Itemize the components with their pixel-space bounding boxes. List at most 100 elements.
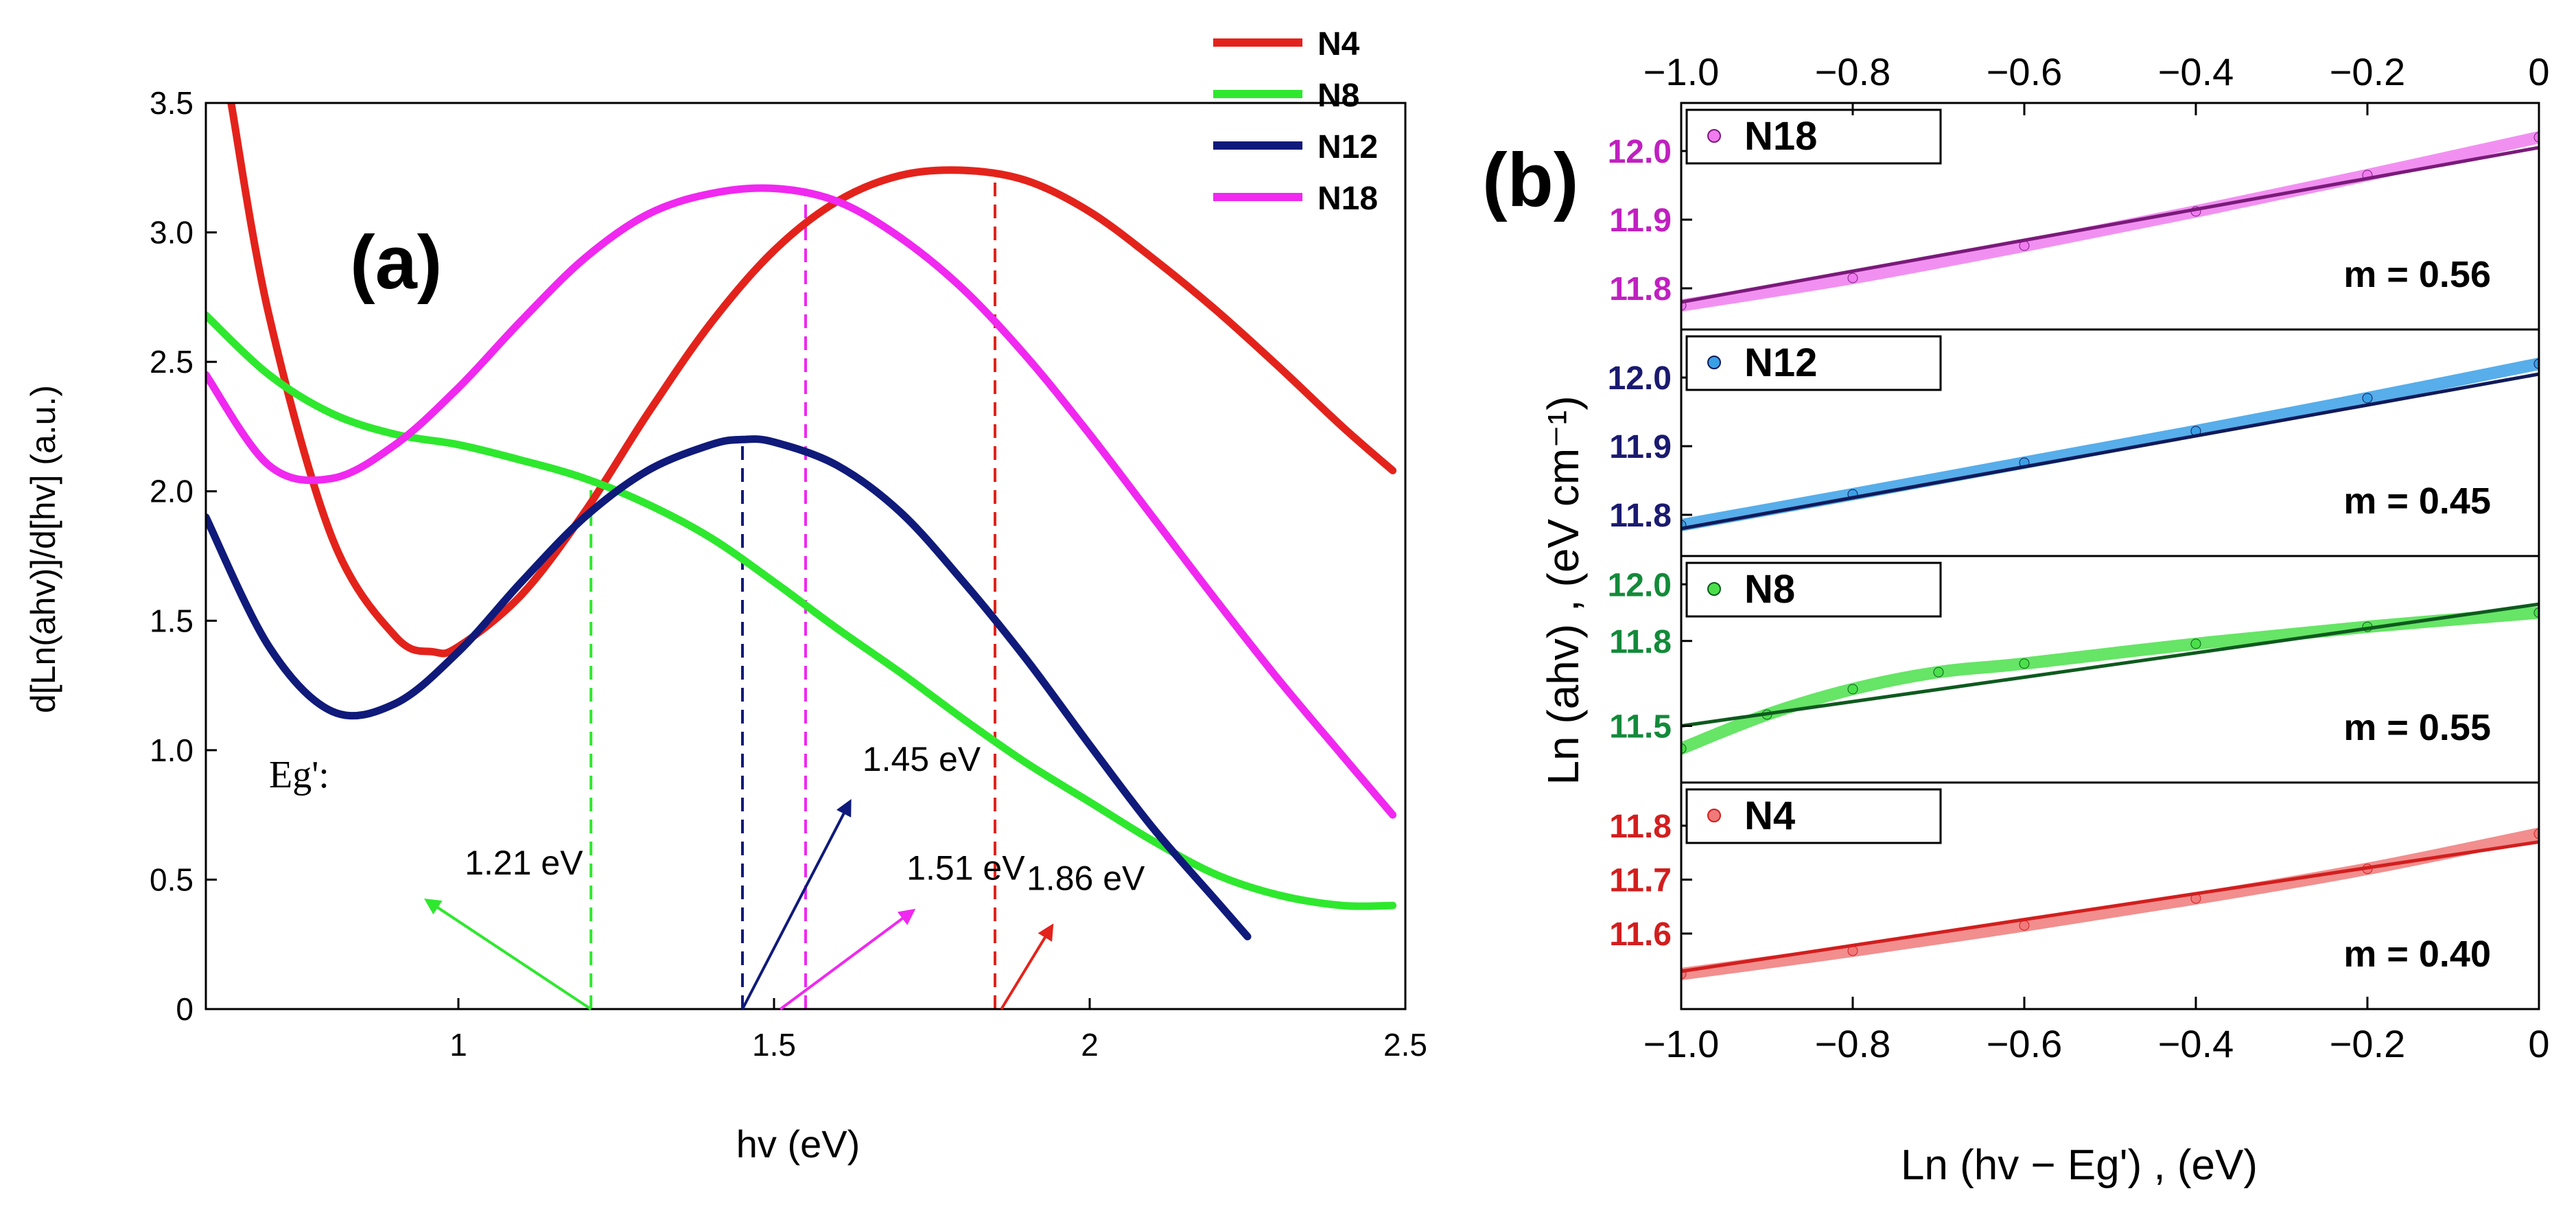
slope-label-n18: m = 0.56 [2343,254,2491,295]
a-series-lines [206,103,1397,940]
data-point [2533,608,2539,618]
fit-line-n12 [1681,372,2539,531]
x-tick-label-bottom: 0 [2528,1022,2549,1065]
data-point [1847,684,1858,695]
y-tick-label: 12.0 [1608,567,1672,603]
legend-box-n8 [1685,562,1942,618]
x-tick-label-bottom: −0.4 [2158,1022,2234,1065]
x-tick-label-bottom: −0.6 [1987,1022,2063,1065]
slope-label-n4: m = 0.40 [2343,934,2491,975]
legend-label-n18: N18 [1744,114,1817,159]
eg-value-label-n8: 1.21 eV [465,844,583,882]
legend-label-n12: N12 [1318,129,1378,165]
panel-a-chart: 1 1.5 2 2.5 00.51.01.52.02.53.03.5 1.21 eV1… [24,26,1427,1166]
y-tick-label: 1.5 [150,603,194,638]
a-eg-label: Eg': [269,754,329,796]
data-point [2533,132,2539,143]
b-top-x-axis: −1.0 −0.8 −0.6 −0.4 −0.2 0 [1643,50,2550,115]
x-tick-label: 1 [449,1027,467,1063]
y-tick-label: 11.9 [1609,429,1672,465]
x-tick-label-top: −0.2 [2330,50,2406,93]
data-point [2362,393,2373,404]
y-tick-label: 12.0 [1608,360,1672,397]
y-tick-label: 11.5 [1609,709,1672,745]
x-tick-label-bottom: −1.0 [1643,1022,1720,1065]
y-tick-label: 11.8 [1609,271,1672,308]
a-x-axis-label: hv (eV) [736,1122,860,1166]
legend-box-n12 [1685,335,1942,391]
x-tick-label-bottom: −0.2 [2330,1022,2406,1065]
x-tick-label-top: −0.8 [1815,50,1891,93]
y-tick-label: 11.8 [1609,809,1672,845]
panel-a-label: (a) [350,220,442,305]
legend-marker-n12 [1707,356,1721,369]
y-tick-label: 2.5 [150,344,194,380]
legend-box-n4 [1685,788,1942,844]
eg-arrow-n18 [780,908,916,1010]
y-tick-label: 11.7 [1609,862,1672,899]
panel-b-chart: (b) 11.8 11.9 12.0 N18 m = 0.56 11.8 11.9 12.0 N… [1482,50,2550,1189]
subpanel-n12: 11.8 11.9 12.0 N12 m = 0.45 [1608,328,2540,557]
series-line-n12 [206,435,1252,940]
a-plot-frame [204,102,1407,1010]
x-tick-label: 1.5 [752,1027,796,1063]
eg-value-label-n12: 1.45 eV [863,740,981,778]
slope-label-n8: m = 0.55 [2343,707,2491,748]
legend-label-n8: N8 [1318,78,1359,114]
a-eg-dashed-lines [589,170,996,1009]
eg-arrow-n8 [423,898,592,1010]
a-eg-arrows: 1.21 eV 1.45 eV 1.51 eV 1.86 eV [423,740,1145,1010]
legend-label-n18: N18 [1318,181,1378,217]
slope-label-n12: m = 0.45 [2343,481,2491,522]
data-point [1933,667,1944,678]
y-tick-label: 12.0 [1608,134,1672,170]
series-line-n18 [206,184,1397,819]
data-point [2190,638,2201,649]
x-tick-label-top: −0.4 [2158,50,2234,93]
a-x-ticks: 1 1.5 2 2.5 [449,998,1427,1063]
y-tick-label: 11.8 [1609,624,1672,660]
b-x-axis-label: Ln (hv − Eg') , (eV) [1901,1142,2258,1189]
legend-label-n8: N8 [1744,567,1795,612]
legend-label-n4: N4 [1318,26,1360,62]
x-tick-label-top: −0.6 [1987,50,2063,93]
fit-line-n8 [1681,602,2539,728]
y-tick-label: 0.5 [150,861,194,897]
data-points-n18 [1681,131,2539,312]
panel-b-label: (b) [1482,138,1578,222]
x-tick-label-top: −1.0 [1643,50,1720,93]
subpanel-frame [1680,781,2540,1010]
data-band-n18 [1681,131,2539,312]
x-tick-label-bottom: −0.8 [1815,1022,1891,1065]
y-tick-label: 3.0 [150,215,194,251]
data-point [1681,743,1687,754]
a-legend: N4 N8 N12 N18 [1213,26,1378,217]
series-line-n4 [227,103,1397,658]
data-point [2019,920,2030,931]
data-point [2533,829,2539,840]
y-tick-label: 2.0 [150,474,194,509]
legend-label-n12: N12 [1744,340,1817,385]
y-tick-label: 11.9 [1609,202,1672,239]
data-band-n12 [1681,358,2539,531]
y-tick-label: 0 [176,991,194,1027]
y-tick-label: 3.5 [150,85,194,121]
eg-value-label-n18: 1.51 eV [906,848,1025,887]
y-tick-label: 11.8 [1609,498,1672,534]
legend-marker-n18 [1707,129,1721,143]
legend-box-n18 [1685,108,1942,165]
subpanel-n18: 11.8 11.9 12.0 N18 m = 0.56 [1608,102,2540,331]
y-tick-label: 11.6 [1609,916,1672,953]
legend-marker-n4 [1707,809,1721,822]
x-tick-label-top: 0 [2528,50,2549,93]
eg-arrow-n4 [1000,923,1054,1010]
data-point [1847,273,1858,284]
data-point [2533,358,2539,369]
a-y-ticks: 0 0.5 1.0 1.5 2.0 2.5 3.0 3.5 [150,85,217,1027]
fit-line-n4 [1681,840,2539,973]
eg-value-label-n4: 1.86 eV [1027,859,1145,898]
b-y-axis-label: Ln (ahv) , (eV cm⁻¹) [1538,395,1588,785]
legend-label-n4: N4 [1744,794,1795,838]
data-point [2019,658,2030,669]
